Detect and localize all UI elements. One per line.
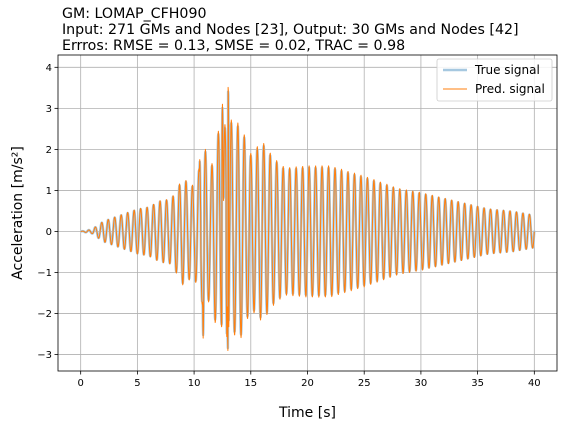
x-tick-label: 0 — [77, 378, 83, 389]
y-tick-label: 0 — [46, 227, 52, 238]
legend-label-true-signal: True signal — [474, 63, 540, 77]
y-tick-label: 2 — [46, 145, 52, 156]
x-tick-label: 20 — [301, 378, 314, 389]
y-axis-label: Acceleration [m/s²] — [10, 146, 26, 280]
legend: True signal Pred. signal — [436, 58, 553, 102]
y-tick-label: −2 — [37, 309, 52, 320]
y-tick-label: −3 — [37, 350, 52, 361]
x-tick-label: 25 — [358, 378, 371, 389]
y-tick-label: −1 — [37, 268, 52, 279]
chart-title: GM: LOMAP_CFH090 — [62, 6, 207, 22]
legend-label-pred-signal: Pred. signal — [475, 82, 545, 96]
x-tick-label: 30 — [415, 378, 428, 389]
x-tick-label: 5 — [134, 378, 140, 389]
x-axis-label: Time [s] — [278, 405, 336, 421]
x-tick-label: 15 — [244, 378, 257, 389]
y-tick-label: 3 — [46, 104, 52, 115]
y-tick-label: 1 — [46, 186, 52, 197]
ticks: 0 5 10 15 20 25 30 35 40 −3 −2 −1 0 1 2 3 4 — [37, 63, 540, 389]
series-layer — [79, 86, 536, 351]
series-pred-signal — [80, 86, 535, 351]
y-tick-label: 4 — [46, 63, 52, 74]
chart-subtitle-errors: Errros: RMSE = 0.13, SMSE = 0.02, TRAC =… — [62, 38, 406, 54]
x-tick-label: 35 — [471, 378, 484, 389]
x-tick-label: 40 — [528, 378, 541, 389]
x-tick-label: 10 — [188, 378, 201, 389]
chart-subtitle-input-output: Input: 271 GMs and Nodes [23], Output: 3… — [62, 22, 519, 38]
